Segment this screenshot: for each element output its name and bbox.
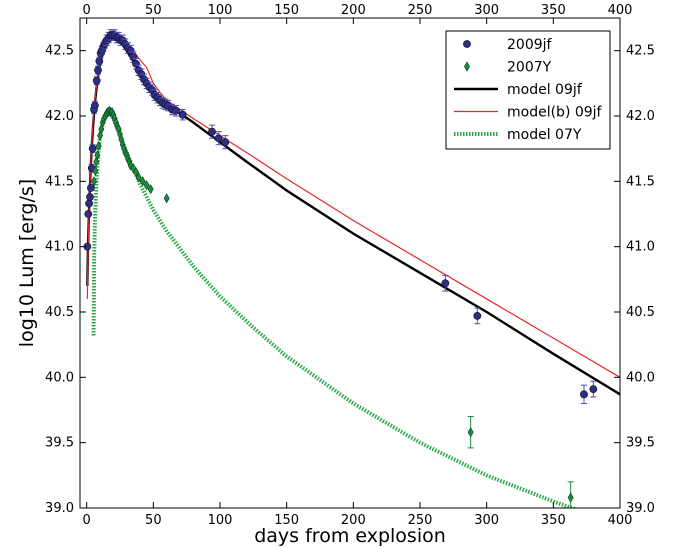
y-tick-label-right-4: 41.0 [626, 240, 655, 255]
point-2007y-32 [139, 176, 146, 187]
y-tick-label-7: 42.5 [45, 44, 74, 59]
y-tick-label-0: 39.0 [45, 501, 74, 516]
x-tick-label-top-2: 100 [208, 3, 233, 18]
x-axis-title: days from explosion [254, 525, 446, 547]
y-tick-label-right-6: 42.0 [626, 109, 655, 124]
point-2009jf-10 [94, 66, 102, 75]
point-2007y-4 [95, 140, 102, 152]
point-2009jf-50 [580, 390, 588, 399]
point-2007y-5 [97, 130, 103, 141]
x-tick-label-top-0: 0 [83, 3, 91, 18]
x-tick-label-top-8: 400 [608, 3, 633, 18]
point-2009jf-3 [86, 193, 94, 201]
y-tick-label-right-3: 40.5 [626, 305, 655, 320]
y-tick-label-4: 41.0 [45, 240, 74, 255]
point-2009jf-8 [91, 101, 99, 110]
x-tick-label-8: 400 [608, 513, 633, 528]
point-2009jf-11 [95, 57, 104, 66]
point-2007y-30 [133, 167, 139, 178]
point-2007y-1 [92, 165, 99, 176]
point-2009jf-44 [178, 110, 187, 119]
x-tick-label-1: 50 [145, 513, 162, 528]
x-tick-label-top-6: 300 [474, 3, 499, 18]
y-tick-label-right-5: 41.5 [626, 174, 655, 189]
y-tick-label-right-1: 39.5 [626, 436, 655, 451]
point-2009jf-1 [84, 210, 93, 218]
point-2007y-3 [94, 150, 101, 161]
point-2007y-35 [163, 193, 170, 204]
legend-label-2009jf: 2009jf [507, 37, 553, 53]
point-2009jf-2 [85, 199, 93, 208]
x-tick-label-top-1: 50 [145, 3, 162, 18]
point-2007y-31 [135, 172, 142, 183]
x-tick-label-5: 250 [408, 513, 433, 528]
x-tick-label-top-4: 200 [341, 3, 366, 18]
legend-marker-2009jf [463, 40, 471, 48]
x-tick-label-2: 100 [208, 513, 233, 528]
plot-frame [79, 17, 621, 509]
x-tick-label-top-5: 250 [408, 3, 433, 18]
point-2009jf-46 [214, 134, 223, 143]
point-2007y-33 [143, 180, 150, 191]
x-tick-label-3: 150 [274, 513, 299, 528]
x-tick-label-7: 350 [541, 513, 566, 528]
legend: 2009jf 2007Y model 09jf model(b) 09jf model … [445, 30, 611, 150]
plot-area [83, 29, 620, 508]
y-tick-label-right-2: 40.0 [626, 370, 655, 385]
point-2009jf-9 [92, 76, 101, 85]
point-2009jf-4 [87, 183, 95, 192]
point-2007y-37 [567, 492, 574, 503]
x-tick-label-6: 300 [474, 513, 499, 528]
point-2007y-0 [91, 176, 97, 187]
y-tick-label-1: 39.5 [45, 436, 74, 451]
axes: 0 0 50 50 100 100 150 150 200 200 250 250 300 300 350 3… [45, 3, 655, 528]
y-axis-title: log10 Lum [erg/s] [16, 179, 38, 347]
y-tick-label-3: 40.5 [45, 305, 74, 320]
point-2009jf-6 [88, 144, 97, 153]
y-tick-label-5: 41.5 [45, 174, 74, 189]
series-line-model-07y [91, 112, 578, 508]
legend-label-model-09jf: model 09jf [507, 82, 583, 98]
y-tick-label-6: 42.0 [45, 109, 74, 124]
point-2009jf-43 [172, 106, 180, 115]
point-2009jf-45 [208, 127, 216, 136]
legend-label-model-b-09jf: model(b) 09jf [507, 105, 603, 121]
point-2009jf-48 [441, 279, 450, 288]
y-tick-label-2: 40.0 [45, 370, 74, 385]
point-2009jf-47 [221, 138, 230, 147]
y-tick-label-right-0: 39.0 [626, 501, 655, 516]
legend-marker-2007y [464, 61, 470, 72]
point-2007y-34 [147, 184, 154, 195]
point-2009jf-51 [589, 385, 598, 393]
point-2007y-28 [127, 160, 134, 171]
x-tick-label-top-3: 150 [274, 3, 299, 18]
point-2009jf-49 [473, 312, 482, 320]
x-tick-label-top-7: 350 [541, 3, 566, 18]
point-2007y-2 [93, 156, 100, 167]
point-2007y-36 [467, 427, 474, 438]
x-tick-label-0: 0 [83, 513, 91, 528]
legend-label-2007y: 2007Y [507, 60, 552, 76]
y-tick-label-right-7: 42.5 [626, 44, 655, 59]
legend-label-model-07y: model 07Y [507, 127, 582, 143]
x-tick-label-4: 200 [341, 513, 366, 528]
